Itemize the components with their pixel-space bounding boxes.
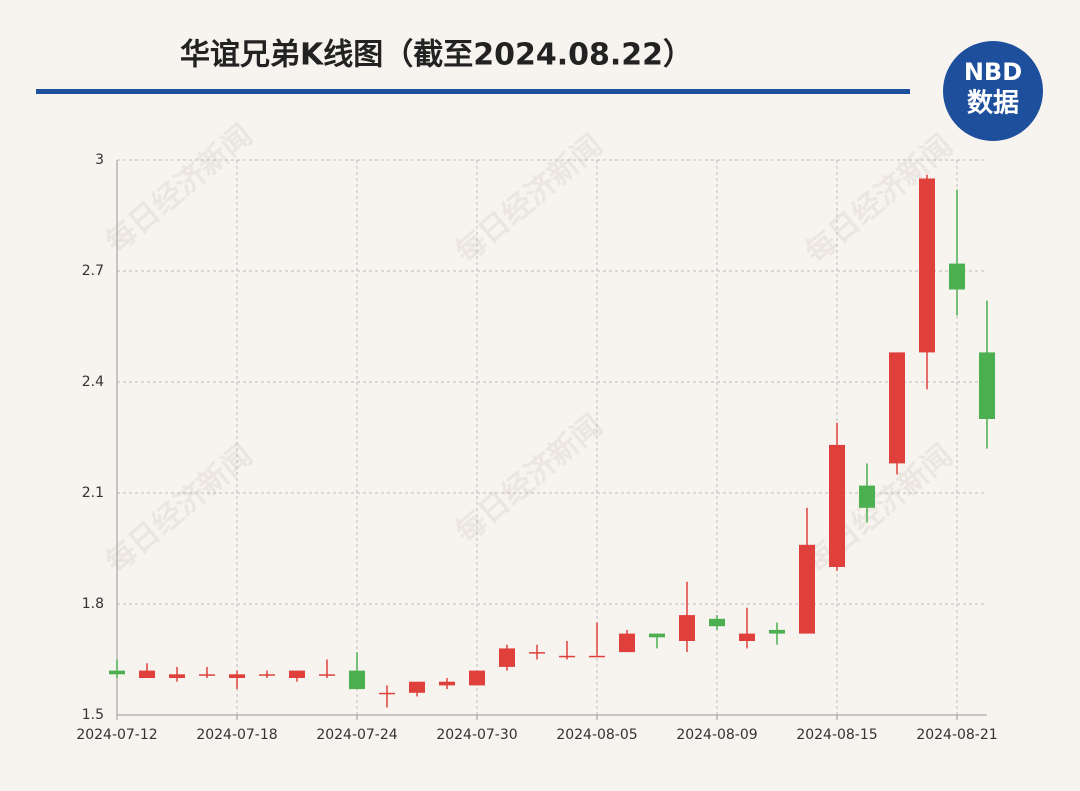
y-tick-label: 1.8 <box>82 596 104 612</box>
candle-body <box>409 681 425 693</box>
x-tick-label: 2024-08-05 <box>556 727 637 743</box>
candle-body <box>139 670 155 678</box>
title-rule <box>36 89 910 94</box>
candle-body <box>709 618 725 627</box>
candle-body <box>229 674 245 678</box>
candle-body <box>679 615 695 641</box>
y-tick-label: 1.5 <box>82 707 104 723</box>
candle-body <box>439 681 455 686</box>
x-tick-label: 2024-08-21 <box>916 727 997 743</box>
chart-title: 华谊兄弟K线图（截至2024.08.22） <box>180 38 693 73</box>
logo-bottom: 数据 <box>967 89 1019 119</box>
y-tick-label: 2.1 <box>82 485 104 501</box>
candle-body <box>199 674 215 676</box>
candle-body <box>169 674 185 678</box>
y-tick-label: 2.7 <box>82 263 104 279</box>
y-tick-label: 2.4 <box>82 374 104 390</box>
candle-body <box>319 674 335 676</box>
candle-body <box>589 655 605 658</box>
candle-body <box>859 485 875 508</box>
candle-body <box>529 652 545 654</box>
x-tick-label: 2024-08-15 <box>796 727 877 743</box>
x-tick-label: 2024-07-18 <box>196 727 277 743</box>
candle-body <box>469 670 485 686</box>
candle-body <box>829 444 845 567</box>
candle-body <box>379 692 395 695</box>
candle-body <box>349 670 365 690</box>
x-tick-label: 2024-07-12 <box>76 727 157 743</box>
candle-body <box>619 633 635 653</box>
candle-body <box>979 352 995 419</box>
x-tick-label: 2024-07-24 <box>316 727 397 743</box>
y-tick-label: 3 <box>95 152 104 168</box>
candle-body <box>739 633 755 641</box>
candle-body <box>769 629 785 634</box>
candle-body <box>799 544 815 634</box>
x-tick-label: 2024-08-09 <box>676 727 757 743</box>
candle-body <box>259 674 275 676</box>
candle-body <box>649 633 665 638</box>
x-tick-label: 2024-07-30 <box>436 727 517 743</box>
logo <box>943 41 1043 141</box>
candle-body <box>889 352 905 464</box>
candle-body <box>109 670 125 675</box>
candle-body <box>559 655 575 658</box>
candle-body <box>919 178 935 353</box>
logo-top: NBD <box>964 58 1022 86</box>
candle-body <box>499 648 515 667</box>
candle-body <box>289 670 305 678</box>
candle-body <box>949 263 965 290</box>
